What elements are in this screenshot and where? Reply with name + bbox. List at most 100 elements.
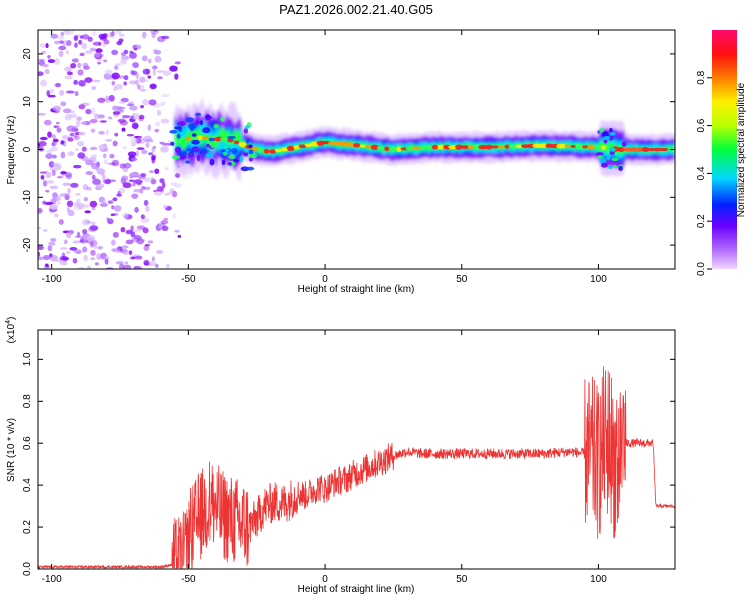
noise-speckle [130, 115, 135, 119]
noise-speckle-layer [38, 30, 182, 269]
snr-y-axis: 0.0 0.2 0.4 0.6 0.8 1.0 [22, 352, 675, 576]
noise-speckle [137, 187, 145, 193]
noise-speckle [59, 261, 68, 266]
noise-speckle [73, 79, 78, 85]
noise-speckle [155, 121, 161, 127]
noise-speckle [103, 59, 108, 63]
ridge-blob [191, 133, 197, 137]
noise-speckle [121, 127, 126, 132]
noise-speckle [77, 69, 84, 76]
spectrogram-x-axis-label: Height of straight line (km) [298, 284, 415, 295]
y-tick-label: -20 [22, 237, 33, 252]
noise-speckle [62, 108, 72, 114]
ridge-core-blob [376, 146, 385, 150]
ridge-core-blob [219, 137, 229, 142]
noise-speckle [141, 186, 146, 190]
noise-speckle [72, 257, 78, 264]
noise-speckle [138, 114, 145, 120]
noise-speckle [104, 69, 113, 75]
noise-speckle [47, 131, 52, 138]
ridge-core-blob [647, 147, 656, 152]
noise-speckle [174, 61, 181, 65]
noise-speckle [105, 98, 110, 104]
ridge-blob [170, 141, 175, 146]
noise-speckle [66, 200, 74, 208]
ridge-core-blob [197, 135, 204, 141]
noise-speckle [86, 235, 96, 242]
noise-speckle [90, 257, 96, 261]
noise-speckle [53, 40, 60, 45]
noise-speckle [129, 52, 137, 59]
snr-y-scale-note: (x104) [5, 317, 17, 344]
ridge-blob [248, 149, 254, 155]
noise-speckle [58, 50, 64, 58]
snr-x-axis-label: Height of straight line (km) [298, 584, 415, 595]
noise-speckle [135, 150, 140, 157]
snr-panel: -100 -50 0 50 100 0.0 0.2 0.4 0.6 0.8 1.0 Height … [5, 317, 676, 595]
ridge-blob [219, 116, 225, 122]
ridge-blob [208, 137, 215, 142]
noise-speckle [114, 65, 119, 70]
noise-speckle [139, 188, 144, 194]
ridge-blob [609, 127, 613, 134]
ridge-core-blob [419, 146, 427, 150]
noise-speckle [47, 94, 56, 98]
ridge-blob [176, 121, 186, 127]
noise-speckle [147, 124, 152, 131]
noise-speckle [47, 245, 53, 252]
noise-speckle [52, 192, 58, 199]
ridge-band [174, 125, 675, 156]
noise-speckle [89, 146, 98, 151]
spectrogram-y-axis-label: Frequency (Hz) [6, 116, 17, 185]
ridge-core-blob [653, 147, 662, 152]
noise-speckle [172, 213, 176, 220]
colorbar-tick-label: 0.2 [696, 214, 707, 228]
ridge-blob [231, 147, 238, 155]
y-tick-label: 0 [22, 146, 33, 152]
noise-speckle [39, 136, 48, 141]
spectrogram-x-axis: -100 -50 0 50 100 [42, 30, 607, 285]
ridge-core-blob [269, 149, 277, 154]
noise-speckle [118, 101, 126, 104]
ridge-core-blob [515, 144, 523, 149]
x-tick-label: -50 [181, 274, 196, 285]
noise-speckle [139, 89, 147, 92]
noise-speckle [91, 206, 96, 211]
noise-speckle [130, 256, 136, 260]
noise-speckle [124, 261, 129, 265]
noise-speckle [84, 50, 93, 54]
ridge-core-blob [384, 146, 390, 152]
noise-speckle [161, 142, 171, 146]
ridge-core-blob [280, 147, 289, 152]
ridge-blob [597, 146, 603, 152]
noise-speckle [114, 63, 122, 66]
noise-speckle [81, 34, 90, 40]
noise-speckle [81, 146, 87, 152]
noise-speckle [126, 103, 134, 107]
noise-speckle [154, 55, 162, 63]
noise-speckle [97, 183, 105, 189]
noise-speckle [64, 114, 72, 121]
noise-speckle [161, 35, 170, 39]
noise-speckle [75, 192, 81, 196]
noise-speckle [152, 145, 157, 149]
noise-speckle [65, 250, 71, 255]
noise-speckle [112, 111, 121, 115]
ridge-blob [205, 152, 214, 159]
noise-speckle [143, 186, 151, 190]
noise-speckle [70, 182, 79, 188]
ridge-core-blob [227, 138, 234, 143]
noise-speckle [170, 181, 178, 186]
noise-speckle [51, 162, 60, 168]
ridge-core-blob [491, 145, 499, 149]
noise-speckle [60, 151, 66, 159]
noise-speckle [148, 261, 157, 267]
noise-speckle [77, 62, 82, 69]
ridge-core-blob [238, 141, 247, 148]
noise-speckle [38, 71, 44, 77]
noise-speckle [144, 79, 149, 83]
noise-speckle [38, 207, 43, 214]
noise-speckle [157, 76, 163, 80]
y-tick-label: -10 [22, 190, 33, 205]
ridge-blob [244, 148, 248, 154]
